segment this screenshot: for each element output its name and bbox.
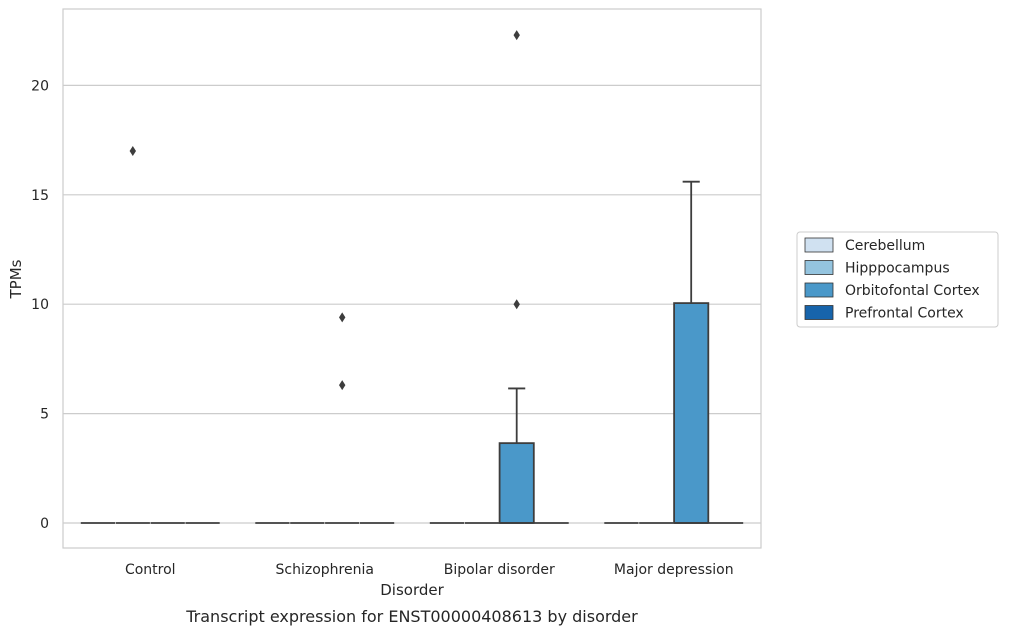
legend: Cerebellum Hipppocampus Orbitofontal Corte…: [796, 231, 999, 328]
x-tick-label: Bipolar disorder: [444, 562, 555, 578]
legend-label: Hipppocampus: [845, 261, 950, 277]
series-orbitofontal-cortex: [150, 30, 710, 524]
outlier-point: [129, 146, 136, 157]
plot-area: [63, 9, 761, 548]
legend-swatch: [804, 237, 834, 253]
y-tick-label: 10: [31, 297, 49, 313]
legend-swatch: [804, 282, 834, 298]
outlier-point: [513, 30, 520, 41]
outlier-point: [339, 380, 346, 391]
box: [498, 442, 535, 524]
x-tick-label: Control: [125, 562, 176, 578]
outlier-point: [513, 299, 520, 310]
x-tick-label: Major depression: [614, 562, 734, 578]
y-tick-label: 0: [40, 516, 49, 532]
x-axis-label: Disorder: [380, 581, 444, 599]
box-series: [80, 30, 744, 524]
box: [673, 302, 710, 524]
chart-caption: Transcript expression for ENST0000040861…: [185, 607, 638, 626]
y-tick-label: 20: [31, 78, 49, 94]
legend-label: Cerebellum: [845, 238, 925, 254]
plot-frame: [62, 8, 762, 549]
y-tick-labels: 0 5 10 15 20: [31, 78, 49, 532]
outlier-point: [339, 312, 346, 323]
legend-swatch: [804, 305, 834, 320]
y-axis-label: TPMs: [7, 259, 25, 299]
series-hipppocampus: [115, 146, 674, 524]
y-tick-label: 5: [40, 407, 49, 423]
x-tick-label: Schizophrenia: [276, 562, 374, 578]
y-tick-label: 15: [31, 188, 49, 204]
legend-label: Orbitofontal Cortex: [845, 283, 980, 299]
legend-frame: [796, 231, 999, 328]
legend-label: Prefrontal Cortex: [845, 306, 964, 322]
x-tick-labels: Control Schizophrenia Bipolar disorder Majo…: [125, 562, 734, 578]
legend-swatch: [804, 260, 834, 275]
